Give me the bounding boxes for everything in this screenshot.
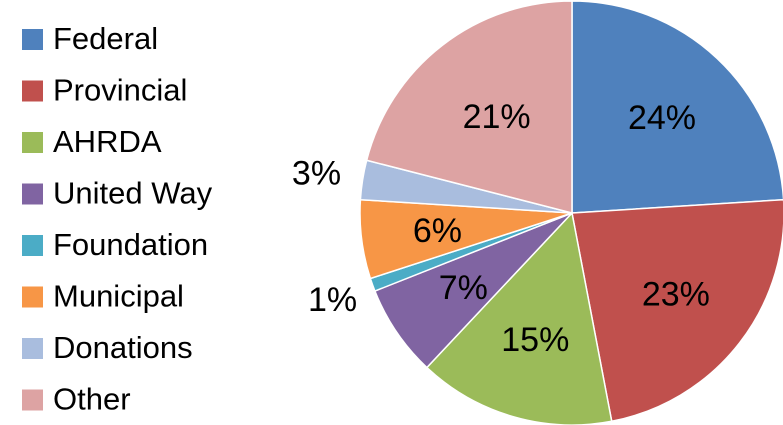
slice-label-foundation: 1% xyxy=(308,281,357,319)
legend-label-ahrda: AHRDA xyxy=(53,124,162,159)
slice-label-ahrda: 15% xyxy=(501,321,569,359)
legend-swatch-donations xyxy=(22,338,43,359)
slice-label-municipal: 6% xyxy=(413,212,462,250)
legend-swatch-united-way xyxy=(22,183,43,205)
slice-labels: 24% 23% 15% 7% 1% 6% 3% 21% xyxy=(292,98,710,359)
pie-slices xyxy=(359,0,783,425)
pie-slice-federal xyxy=(571,0,783,214)
legend-label-other: Other xyxy=(53,382,131,417)
slice-label-other: 21% xyxy=(463,98,531,136)
legend-swatch-municipal xyxy=(22,286,43,308)
legend-swatch-ahrda xyxy=(22,132,43,153)
legend-label-foundation: Foundation xyxy=(53,227,208,262)
slice-label-federal: 24% xyxy=(628,99,696,137)
chart-legend: Federal Provincial AHRDA United Way Foundati… xyxy=(22,21,213,417)
legend-label-municipal: Municipal xyxy=(53,279,184,314)
slice-label-provincial: 23% xyxy=(642,276,710,314)
slice-label-donations: 3% xyxy=(292,155,341,193)
slice-label-united-way: 7% xyxy=(439,269,488,307)
pie-slice-other xyxy=(365,0,573,214)
legend-label-donations: Donations xyxy=(53,330,193,365)
legend-swatch-other xyxy=(22,389,43,411)
pie-slice-ahrda xyxy=(425,211,613,425)
legend-label-federal: Federal xyxy=(53,21,158,56)
legend-swatch-federal xyxy=(22,29,43,50)
legend-swatch-foundation xyxy=(22,235,43,256)
legend-label-united-way: United Way xyxy=(53,176,213,211)
legend-swatch-provincial xyxy=(22,80,43,102)
legend-label-provincial: Provincial xyxy=(53,73,187,108)
